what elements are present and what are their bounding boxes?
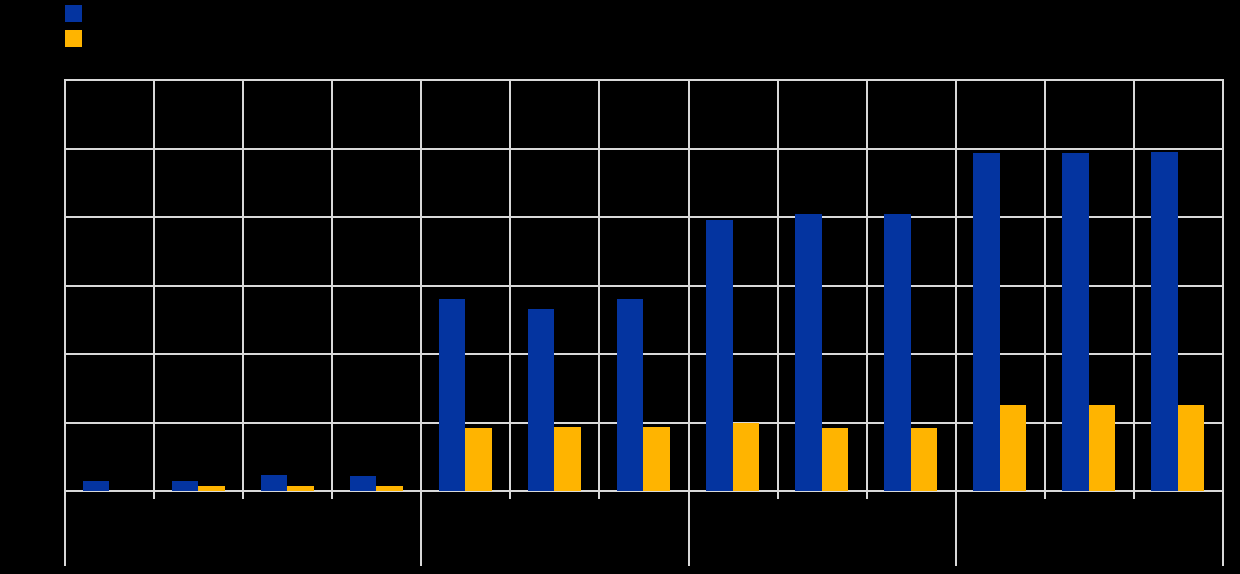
vertical-gridline bbox=[598, 80, 601, 491]
bar-orange bbox=[1177, 404, 1205, 491]
vertical-gridline bbox=[153, 80, 156, 491]
bar-blue bbox=[438, 298, 466, 491]
x-axis-line bbox=[64, 490, 1224, 492]
bar-blue bbox=[973, 153, 1000, 491]
horizontal-gridline bbox=[64, 421, 1224, 424]
bar-orange bbox=[1088, 404, 1116, 491]
vertical-gridline bbox=[776, 80, 779, 491]
legend bbox=[65, 5, 90, 55]
axis-tick bbox=[242, 491, 245, 499]
bar-orange bbox=[643, 427, 670, 491]
vertical-gridline bbox=[331, 80, 334, 491]
axis-tick bbox=[509, 491, 512, 499]
bar-blue bbox=[1151, 151, 1178, 491]
axis-tick bbox=[153, 491, 156, 499]
vertical-gridline bbox=[509, 80, 512, 491]
group-separator-tick bbox=[954, 491, 957, 566]
legend-item-blue bbox=[65, 5, 90, 22]
bar-orange bbox=[554, 427, 581, 491]
vertical-gridline bbox=[954, 80, 957, 491]
vertical-gridline bbox=[865, 80, 868, 491]
bar-blue bbox=[527, 309, 555, 491]
vertical-gridline bbox=[64, 80, 66, 491]
horizontal-gridline bbox=[64, 353, 1224, 355]
bar-orange bbox=[999, 404, 1027, 491]
bar-orange bbox=[376, 485, 403, 491]
bar-blue bbox=[171, 480, 199, 491]
bar-blue bbox=[349, 475, 377, 491]
axis-tick bbox=[776, 491, 779, 499]
horizontal-gridline bbox=[64, 216, 1224, 218]
vertical-gridline bbox=[1222, 80, 1224, 491]
axis-tick bbox=[1132, 491, 1135, 499]
bar-orange bbox=[465, 427, 492, 491]
horizontal-gridline bbox=[64, 284, 1224, 287]
group-separator-tick bbox=[687, 491, 690, 566]
bar-blue bbox=[795, 213, 822, 491]
vertical-gridline bbox=[1132, 80, 1135, 491]
bar-blue bbox=[884, 213, 911, 491]
legend-item-orange bbox=[65, 30, 90, 47]
bar-blue bbox=[1062, 153, 1089, 491]
group-separator-tick bbox=[420, 491, 423, 566]
bar-orange bbox=[198, 485, 225, 491]
horizontal-gridline bbox=[64, 147, 1224, 150]
group-separator-tick bbox=[1222, 491, 1224, 566]
bar-blue bbox=[616, 298, 644, 491]
bar-orange bbox=[910, 427, 938, 491]
vertical-gridline bbox=[687, 80, 690, 491]
vertical-gridline bbox=[242, 80, 245, 491]
legend-swatch-orange-icon bbox=[65, 30, 82, 47]
group-separator-tick bbox=[64, 491, 66, 566]
legend-swatch-blue-icon bbox=[65, 5, 82, 22]
axis-tick bbox=[331, 491, 334, 499]
bar-blue bbox=[706, 220, 733, 491]
axis-tick bbox=[598, 491, 601, 499]
bar-blue bbox=[82, 481, 109, 491]
vertical-gridline bbox=[1043, 80, 1046, 491]
axis-tick bbox=[865, 491, 868, 499]
horizontal-gridline bbox=[64, 79, 1224, 81]
bar-orange bbox=[732, 422, 760, 491]
bar-orange bbox=[821, 427, 849, 491]
axis-tick bbox=[1043, 491, 1046, 499]
bar-orange bbox=[287, 485, 314, 491]
bar-blue bbox=[260, 474, 288, 491]
vertical-gridline bbox=[420, 80, 423, 491]
